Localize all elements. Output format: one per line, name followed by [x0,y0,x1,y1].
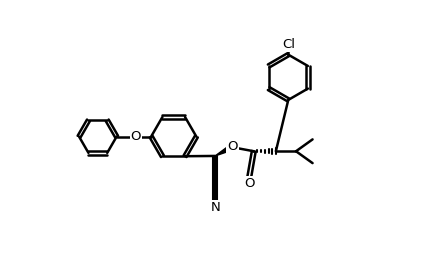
Text: Cl: Cl [282,38,295,51]
Text: O: O [227,140,238,153]
Text: O: O [131,130,141,143]
Text: O: O [244,177,254,190]
Text: N: N [210,201,220,214]
Polygon shape [215,144,234,156]
